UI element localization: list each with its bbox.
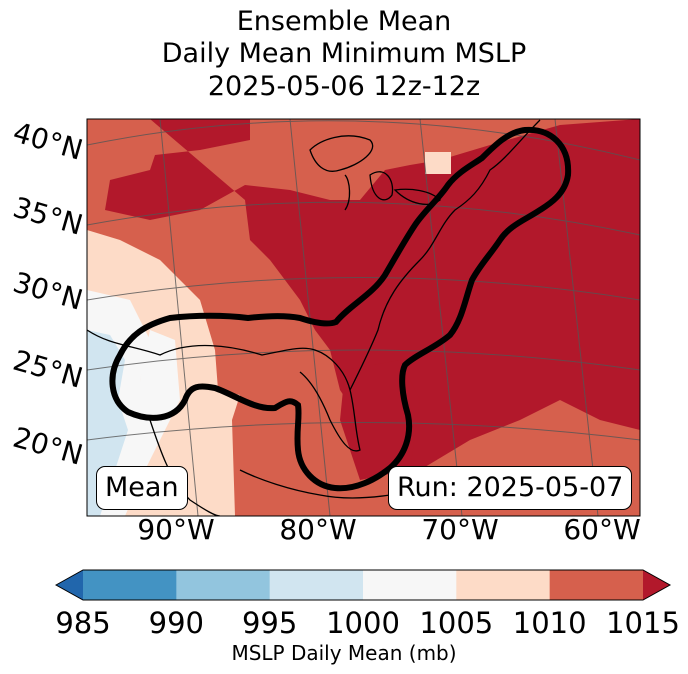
colorbar-tick-label: 990 (148, 606, 205, 640)
colorbar-segment (269, 570, 364, 600)
colorbar-tick-label: 1005 (419, 606, 494, 640)
mean-label-box: Mean (96, 466, 188, 510)
colorbar-segment (176, 570, 271, 600)
colorbar-tick-label: 985 (55, 606, 111, 640)
colorbar-segment (363, 570, 457, 600)
lon-label-70: 70°W (421, 513, 499, 546)
colorbar-label: MSLP Daily Mean (mb) (231, 641, 457, 665)
map-field (87, 119, 640, 516)
colorbar-segment (456, 570, 551, 600)
title-line-1: Ensemble Mean (236, 6, 452, 37)
colorbar-segment (549, 570, 644, 600)
graticule (87, 119, 640, 516)
colorbar-extend-high (643, 570, 670, 600)
colorbar-extend-low (56, 570, 83, 600)
colorbar-tick-label: 1010 (512, 606, 587, 640)
run-date-box: Run: 2025-05-07 (388, 466, 633, 510)
title-line-2: Daily Mean Minimum MSLP (161, 38, 527, 69)
colorbar-tick-label: 1000 (326, 606, 400, 640)
lon-label-90: 90°W (137, 513, 215, 546)
title-line-3: 2025-05-06 12z-12z (207, 71, 481, 102)
map-frame (86, 118, 641, 517)
lon-label-80: 80°W (279, 513, 357, 546)
colorbar-segment (83, 570, 177, 600)
lon-label-60: 60°W (563, 513, 641, 546)
colorbar-tick-label: 1015 (606, 606, 680, 640)
highlight-contour (109, 126, 572, 492)
colorbar-tick-label: 995 (241, 606, 298, 640)
colorbar-outline (54, 569, 672, 601)
